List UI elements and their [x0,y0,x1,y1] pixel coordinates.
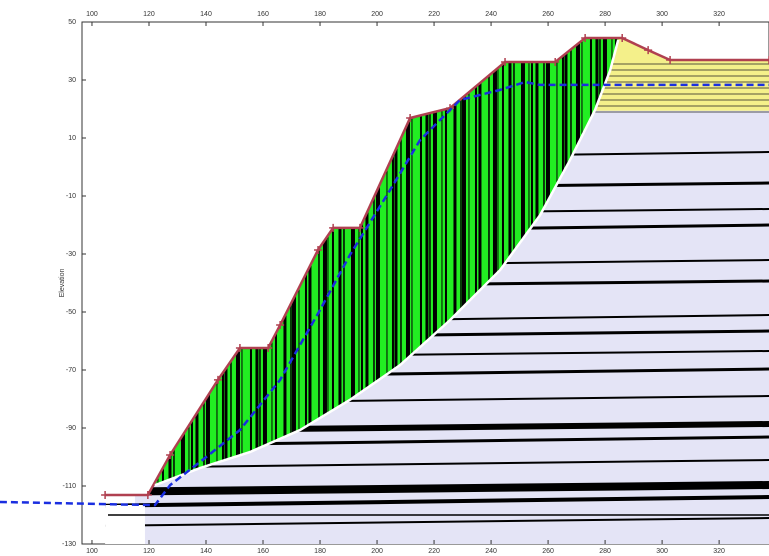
x-tick-label: 260 [542,11,554,18]
x-tick-label: 220 [428,548,440,555]
x-tick-label: 280 [599,11,611,18]
x-tick-label: 300 [656,11,668,18]
y-tick-label: -90 [66,425,76,432]
x-tick-label: 100 [86,11,98,18]
x-tick-label: 320 [713,548,725,555]
y-tick-label: 30 [68,77,76,84]
x-tick-label: 140 [200,11,212,18]
y-axis-label: Elevation [59,268,66,297]
x-tick-label: 220 [428,11,440,18]
x-tick-label: 180 [314,11,326,18]
chart: Elevation 100 100 120 120 140 140 160 160 180 180… [0,0,769,556]
x-tick-label: 200 [371,11,383,18]
x-tick-label: 280 [599,548,611,555]
x-tick-label: 100 [86,548,98,555]
x-tick-label: 300 [656,548,668,555]
y-tick-label: -70 [66,367,76,374]
y-tick-label: -30 [66,251,76,258]
y-tick-label: -50 [66,309,76,316]
x-tick-label: 140 [200,548,212,555]
y-tick-label: 50 [68,19,76,26]
x-tick-label: 320 [713,11,725,18]
x-tick-label: 180 [314,548,326,555]
y-tick-label: -10 [66,193,76,200]
y-tick-label: 10 [68,135,76,142]
x-tick-label: 240 [485,548,497,555]
x-tick-label: 200 [371,548,383,555]
x-tick-label: 120 [143,548,155,555]
x-tick-label: 240 [485,11,497,18]
x-tick-label: 260 [542,548,554,555]
x-tick-label: 120 [143,11,155,18]
y-tick-label: -130 [62,541,76,548]
y-tick-label: -110 [63,483,77,490]
x-tick-label: 160 [257,11,269,18]
x-tick-label: 160 [257,548,269,555]
